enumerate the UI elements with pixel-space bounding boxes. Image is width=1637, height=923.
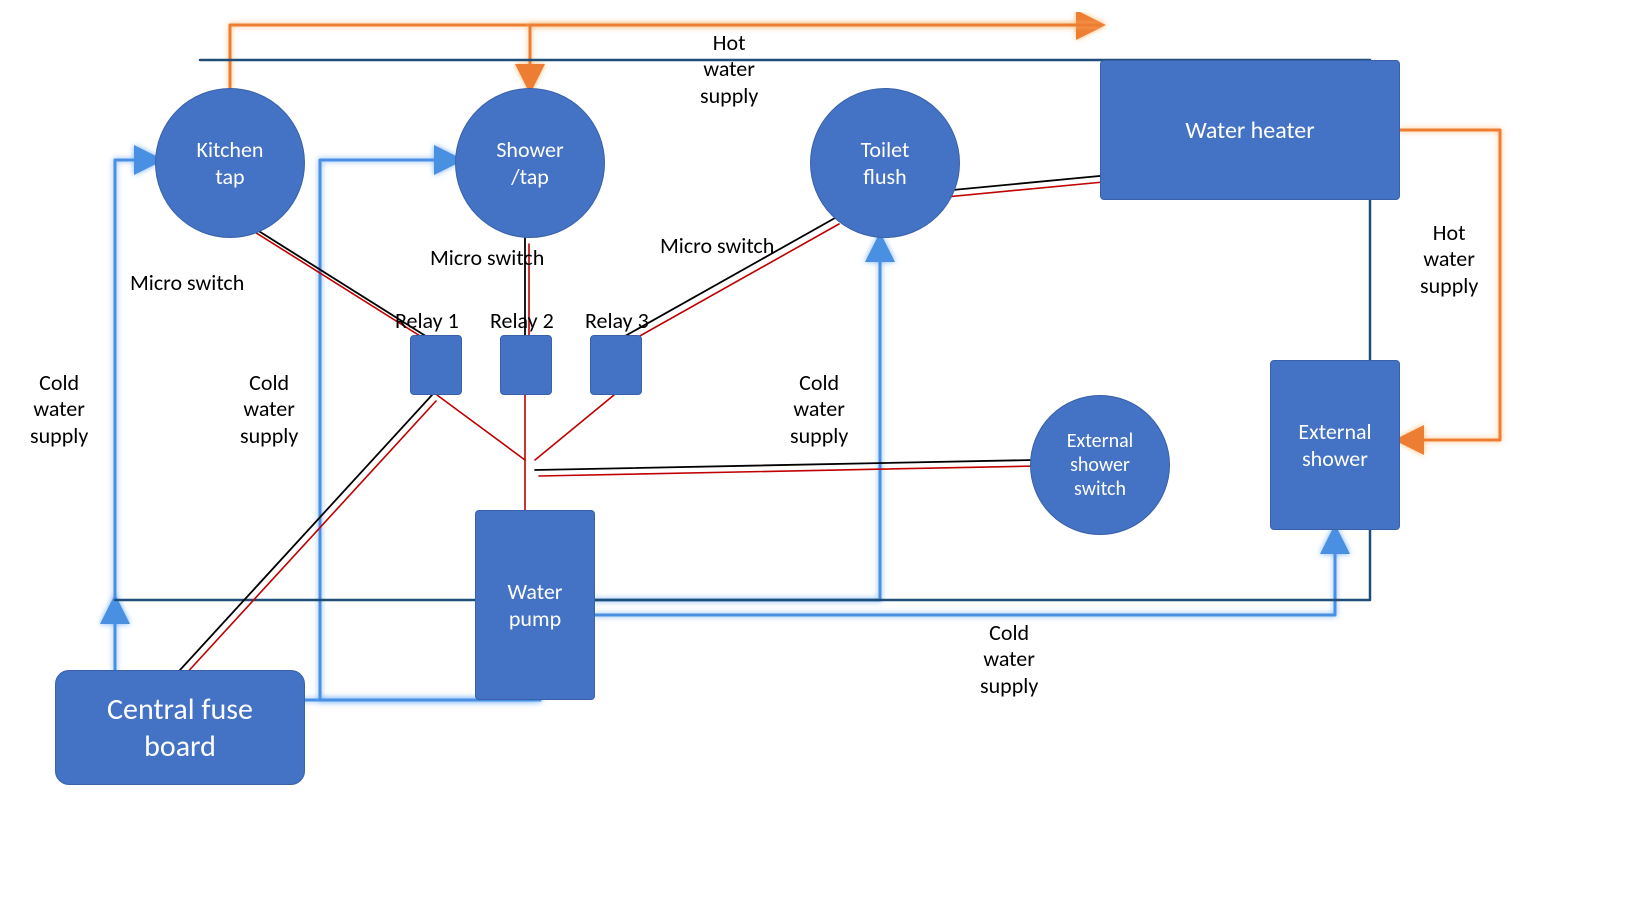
- label-hot-water-supply-right: Hot water supply: [1420, 220, 1478, 299]
- node-relay-3: [590, 335, 642, 395]
- label-cold-water-supply-3: Cold water supply: [790, 370, 848, 449]
- label-cold-water-supply-bottom: Cold water supply: [980, 620, 1038, 699]
- node-central-fuse-board: Central fuse board: [55, 670, 305, 785]
- node-external-shower-label: External shower: [1298, 418, 1371, 472]
- node-water-heater: Water heater: [1100, 60, 1400, 200]
- label-cold-water-supply-2: Cold water supply: [240, 370, 298, 449]
- node-water-pump-label: Water pump: [508, 578, 563, 632]
- label-relay-1: Relay 1: [395, 308, 459, 334]
- node-kitchen-tap: Kitchen tap: [155, 88, 305, 238]
- node-kitchen-tap-label: Kitchen tap: [197, 136, 264, 190]
- node-relay-2: [500, 335, 552, 395]
- node-relay-1: [410, 335, 462, 395]
- node-central-fuse-board-label: Central fuse board: [107, 691, 253, 765]
- label-cold-water-supply-left: Cold water supply: [30, 370, 88, 449]
- node-toilet-flush: Toilet flush: [810, 88, 960, 238]
- label-micro-switch-2: Micro switch: [430, 245, 544, 271]
- node-external-shower: External shower: [1270, 360, 1400, 530]
- node-water-pump: Water pump: [475, 510, 595, 700]
- label-hot-water-supply-top: Hot water supply: [700, 30, 758, 109]
- node-external-shower-switch: External shower switch: [1030, 395, 1170, 535]
- diagram-stage: Kitchen tap Shower /tap Toilet flush Wat…: [0, 0, 1637, 923]
- node-external-shower-switch-label: External shower switch: [1067, 429, 1134, 501]
- label-micro-switch-1: Micro switch: [130, 270, 244, 296]
- label-relay-2: Relay 2: [490, 308, 554, 334]
- label-relay-3: Relay 3: [585, 308, 649, 334]
- label-micro-switch-3: Micro switch: [660, 233, 774, 259]
- node-shower-tap: Shower /tap: [455, 88, 605, 238]
- node-water-heater-label: Water heater: [1185, 116, 1314, 145]
- node-shower-tap-label: Shower /tap: [496, 136, 563, 190]
- node-toilet-flush-label: Toilet flush: [861, 136, 910, 190]
